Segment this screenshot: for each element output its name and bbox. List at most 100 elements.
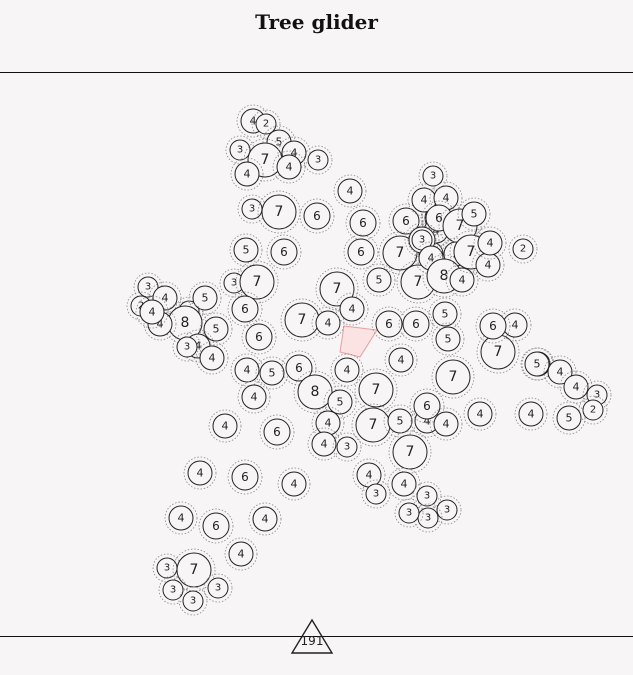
node-label: 6 bbox=[402, 214, 410, 228]
node-halo bbox=[315, 267, 359, 311]
node-halo bbox=[428, 297, 462, 331]
node-circle bbox=[416, 485, 438, 507]
node-label: 4 bbox=[250, 115, 257, 128]
node-label: 4 bbox=[286, 161, 293, 174]
node-circle bbox=[228, 541, 254, 567]
node-halo bbox=[248, 502, 282, 536]
tree-node: 4 bbox=[543, 355, 577, 389]
node-circle bbox=[479, 312, 507, 340]
bottom-rule bbox=[0, 636, 633, 637]
node-label: 3 bbox=[170, 585, 176, 596]
tree-node: 5 bbox=[229, 233, 263, 267]
node-label: 4 bbox=[573, 381, 580, 394]
node-circle bbox=[349, 209, 377, 237]
tree-node: 5 bbox=[188, 281, 222, 315]
node-halo bbox=[552, 401, 586, 435]
node-circle bbox=[336, 436, 358, 458]
node-halo bbox=[259, 414, 295, 450]
node-halo bbox=[208, 409, 242, 443]
node-label: 6 bbox=[273, 425, 281, 439]
node-label: 4 bbox=[485, 259, 492, 272]
tree-node: 3 bbox=[158, 575, 188, 605]
tree-node: 4 bbox=[463, 397, 497, 431]
node-circle bbox=[231, 295, 259, 323]
tree-node: 6 bbox=[398, 306, 434, 342]
node-halo bbox=[473, 226, 507, 260]
node-halo bbox=[277, 467, 311, 501]
node-circle bbox=[187, 460, 213, 486]
tree-node: 4 bbox=[387, 467, 421, 501]
node-circle bbox=[276, 154, 302, 180]
tree-node: 5 bbox=[428, 297, 462, 331]
node-label: 4 bbox=[291, 147, 298, 160]
node-circle bbox=[176, 336, 198, 358]
node-halo bbox=[476, 330, 520, 374]
node-label: 6 bbox=[412, 317, 420, 331]
node-halo bbox=[195, 341, 229, 375]
node-halo bbox=[475, 308, 511, 344]
tree-node: 6 bbox=[259, 414, 295, 450]
node-halo bbox=[148, 281, 182, 315]
node-circle bbox=[162, 579, 184, 601]
tree-node: 6 bbox=[371, 306, 407, 342]
node-label: 4 bbox=[421, 194, 428, 207]
tree-node: 4 bbox=[335, 292, 369, 326]
node-halo bbox=[438, 204, 482, 248]
node-circle bbox=[297, 374, 333, 410]
node-label: 8 bbox=[440, 268, 449, 284]
node-label: 6 bbox=[423, 399, 431, 413]
node-label: 4 bbox=[162, 292, 169, 305]
tree-node: 4 bbox=[445, 263, 479, 297]
node-halo bbox=[172, 548, 216, 592]
node-circle bbox=[402, 310, 430, 338]
node-circle bbox=[199, 345, 225, 371]
tree-node: 3 bbox=[133, 272, 163, 302]
node-circle bbox=[347, 238, 375, 266]
tree-node: 5 bbox=[383, 404, 417, 438]
node-label: 4 bbox=[424, 415, 431, 428]
tree-node: 6 bbox=[198, 508, 234, 544]
tree-node: 6 bbox=[227, 459, 263, 495]
node-label: 3 bbox=[430, 171, 436, 182]
node-circle bbox=[388, 347, 414, 373]
node-label: 5 bbox=[471, 208, 478, 221]
tree-node: 4 bbox=[333, 174, 367, 208]
node-label: 4 bbox=[321, 438, 328, 451]
node-circle bbox=[239, 264, 275, 300]
node-circle bbox=[433, 411, 459, 437]
node-label: 6 bbox=[489, 319, 497, 333]
node-circle bbox=[203, 316, 229, 342]
tree-node: 6 bbox=[343, 234, 379, 270]
node-label: 4 bbox=[262, 513, 269, 526]
tree-node: 3 bbox=[178, 586, 208, 616]
node-halo bbox=[311, 406, 345, 440]
node-circle bbox=[391, 471, 417, 497]
tree-node: 6 bbox=[241, 319, 277, 355]
node-circle bbox=[202, 512, 230, 540]
node-label: 2 bbox=[138, 301, 144, 312]
node-circle bbox=[518, 401, 544, 427]
node-circle bbox=[234, 357, 260, 383]
node-circle bbox=[139, 299, 165, 325]
tree-node: 4 bbox=[471, 248, 505, 282]
node-halo bbox=[514, 397, 548, 431]
node-circle bbox=[422, 165, 444, 187]
node-circle bbox=[212, 413, 238, 439]
node-label: 4 bbox=[443, 192, 450, 205]
tree-node: 3 bbox=[418, 161, 448, 191]
node-halo bbox=[323, 385, 357, 419]
node-circle bbox=[234, 161, 260, 187]
node-halo bbox=[227, 459, 263, 495]
tree-node: 6 bbox=[409, 388, 445, 424]
node-halo bbox=[398, 306, 434, 342]
node-label: 4 bbox=[557, 366, 564, 379]
tree-node: 6 bbox=[266, 234, 302, 270]
node-label: 5 bbox=[276, 136, 283, 149]
node-label: 5 bbox=[397, 415, 404, 428]
node-label: 3 bbox=[315, 155, 321, 166]
tree-node: 5 bbox=[323, 385, 357, 419]
node-circle bbox=[255, 113, 277, 135]
node-halo bbox=[429, 407, 463, 441]
node-label: 6 bbox=[313, 209, 321, 223]
node-circle bbox=[582, 399, 604, 421]
